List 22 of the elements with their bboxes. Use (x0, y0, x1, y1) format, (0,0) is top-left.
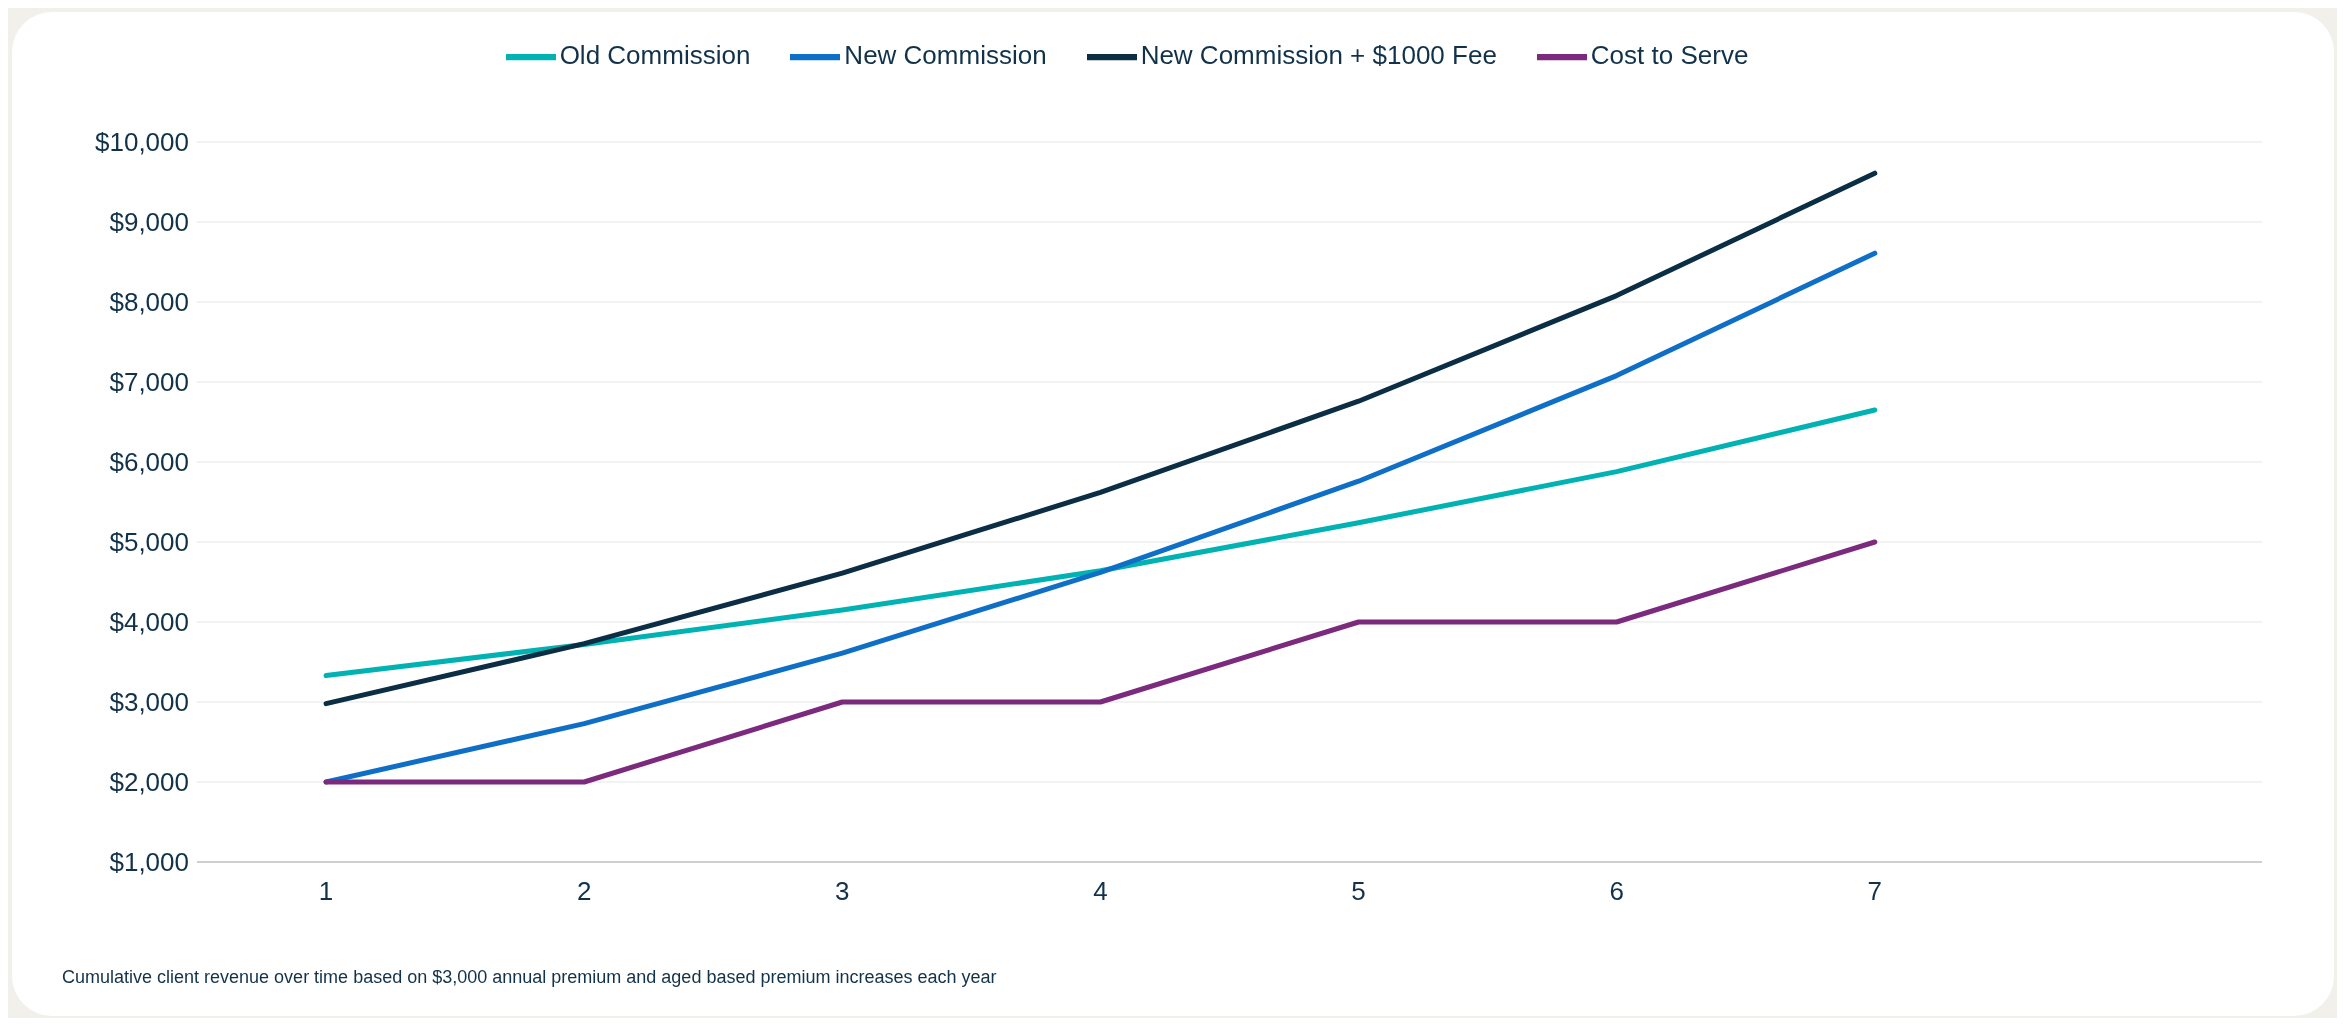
y-tick-label: $8,000 (109, 287, 189, 318)
y-tick-label: $2,000 (109, 767, 189, 798)
legend-label: New Commission + $1000 Fee (1140, 39, 1497, 70)
y-tick-label: $7,000 (109, 367, 189, 398)
legend-label: Old Commission (559, 39, 751, 70)
text: Cumulative client revenue over time based on $3,000 annual premium and aged based premium increases each year (62, 967, 997, 988)
x-tick-label: 6 (1609, 876, 1624, 907)
y-tick-label: $10,000 (95, 127, 189, 158)
legend-label: New Commission (844, 39, 1047, 70)
legend-label: Cost to Serve (1590, 39, 1749, 70)
x-tick-label: 4 (1093, 876, 1108, 907)
x-tick-label: 3 (835, 876, 850, 907)
y-tick-label: $4,000 (109, 607, 189, 638)
x-tick-label: 7 (1867, 876, 1883, 907)
x-tick-label: 5 (1351, 876, 1366, 907)
x-tick-label: 1 (318, 876, 334, 907)
y-tick-label: $5,000 (109, 527, 189, 558)
y-tick-label: $9,000 (109, 207, 189, 238)
y-tick-label: $3,000 (109, 687, 189, 718)
y-tick-label: $1,000 (109, 847, 189, 878)
x-tick-label: 2 (576, 876, 592, 907)
y-tick-label: $6,000 (109, 447, 189, 478)
